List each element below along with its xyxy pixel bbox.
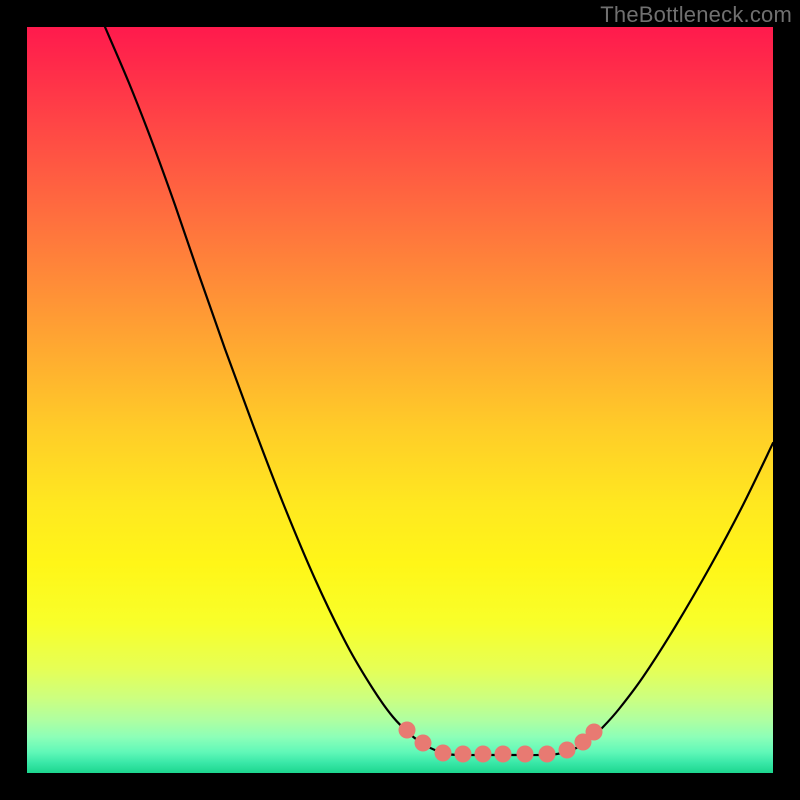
plot-area xyxy=(27,27,773,773)
watermark-text: TheBottleneck.com xyxy=(600,2,792,28)
trough-marker xyxy=(435,745,452,762)
trough-marker xyxy=(415,735,432,752)
bottleneck-curve xyxy=(105,27,773,755)
trough-marker xyxy=(517,746,534,763)
trough-markers xyxy=(399,722,603,763)
chart-stage: TheBottleneck.com xyxy=(0,0,800,800)
trough-marker xyxy=(559,742,576,759)
trough-marker xyxy=(586,724,603,741)
trough-marker xyxy=(455,746,472,763)
trough-marker xyxy=(475,746,492,763)
curve-layer xyxy=(27,27,773,773)
trough-marker xyxy=(539,746,556,763)
trough-marker xyxy=(399,722,416,739)
trough-marker xyxy=(495,746,512,763)
